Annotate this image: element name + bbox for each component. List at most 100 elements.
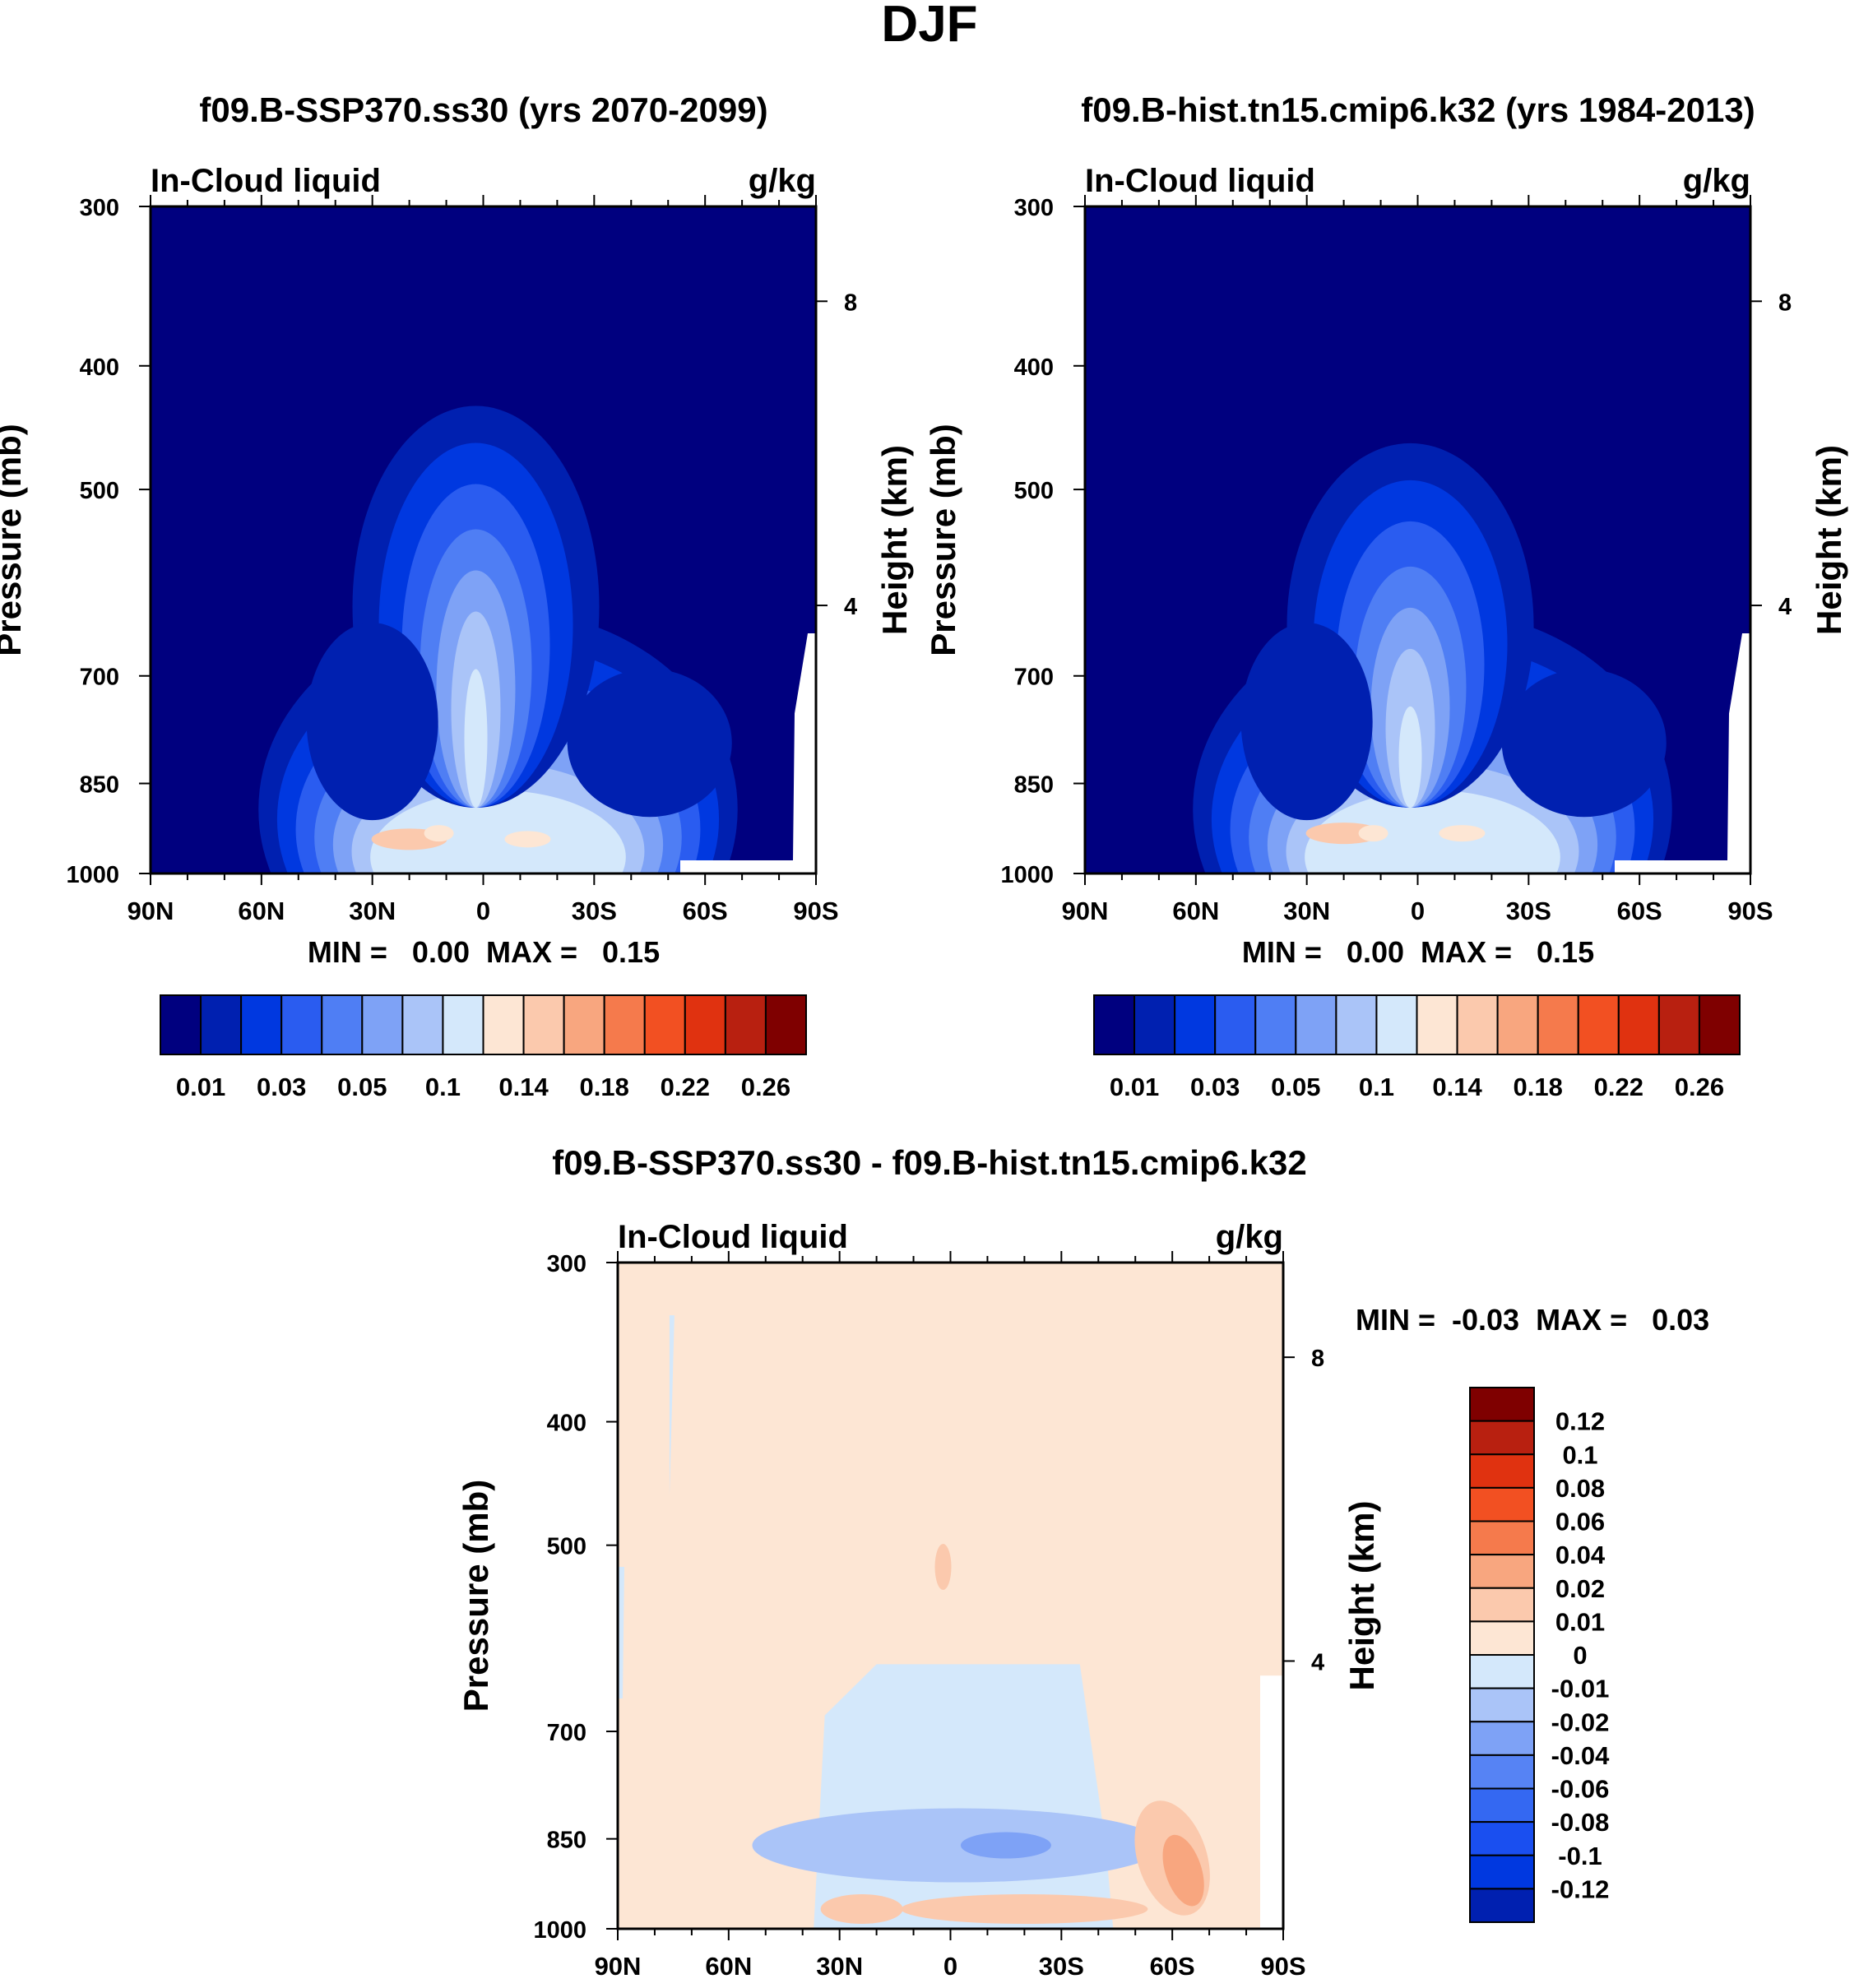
colorbar-box	[643, 994, 686, 1055]
x-tick-label: 60S	[683, 897, 728, 925]
min-max-stats: MIN = -0.03 MAX = 0.03	[1356, 1303, 1709, 1337]
colorbar-label: 0.18	[580, 1073, 629, 1101]
x-tick-label: 60N	[705, 1952, 752, 1981]
x-tick-label: 60S	[1150, 1952, 1195, 1981]
x-tick-label: 90S	[1727, 897, 1773, 925]
colorbar-box	[1617, 994, 1660, 1055]
colorbar-label: 0.14	[498, 1073, 549, 1101]
figure-title: DJF	[881, 0, 977, 53]
colorbar-label: 0.03	[257, 1073, 306, 1101]
colorbar-label: -0.08	[1551, 1808, 1610, 1837]
colorbar-box	[1577, 994, 1620, 1055]
colorbar-box	[1456, 994, 1499, 1055]
colorbar-label: 0.1	[425, 1073, 461, 1101]
colorbar-box	[280, 994, 323, 1055]
colorbar-label: -0.01	[1551, 1675, 1610, 1703]
colorbar-label: 0.02	[1555, 1574, 1605, 1603]
subtropical-bump	[306, 623, 438, 821]
y-axis-label: Pressure (mb)	[457, 1480, 495, 1712]
panel-title: f09.B-SSP370.ss30 - f09.B-hist.tn15.cmip…	[552, 1143, 1306, 1182]
colorbar-box	[1469, 1486, 1535, 1522]
colorbar-box	[1254, 994, 1297, 1055]
low-level-maximum	[504, 831, 551, 848]
right-string: g/kg	[1216, 1219, 1283, 1255]
colorbar-label: -0.1	[1558, 1842, 1602, 1870]
colorbar-box	[1469, 1387, 1535, 1422]
x-tick-label: 30S	[1039, 1952, 1084, 1981]
negative-region-level	[752, 1808, 1164, 1883]
y-tick-label: 1000	[66, 862, 119, 888]
y-tick-label: 850	[80, 772, 119, 799]
x-tick-label: 60N	[1172, 897, 1219, 925]
cloud-band-level	[1305, 790, 1560, 874]
colorbar: 0.01 0.03 0.05 0.1 0.14 0.18 0.22 0.26	[160, 994, 807, 1101]
colorbar-label: -0.04	[1551, 1741, 1610, 1770]
colorbar-box	[1469, 1821, 1535, 1856]
y-axis-label: Pressure (mb)	[924, 424, 962, 656]
colorbar-label: 0.26	[1675, 1073, 1724, 1101]
missing-data-mask	[680, 633, 816, 874]
left-string: In-Cloud liquid	[618, 1219, 848, 1255]
y-right-tick-label: 4	[844, 594, 857, 620]
colorbar-box	[1133, 994, 1176, 1055]
colorbar-box	[1469, 1687, 1535, 1723]
x-tick-label: 0	[1411, 897, 1425, 925]
colorbar-box	[1698, 994, 1741, 1055]
colorbar-label: 0.03	[1190, 1073, 1240, 1101]
colorbar-box	[1375, 994, 1418, 1055]
panel-title: f09.B-SSP370.ss30 (yrs 2070-2099)	[199, 90, 767, 129]
left-string: In-Cloud liquid	[151, 163, 381, 199]
colorbar-box	[1469, 1754, 1535, 1790]
colorbar-box	[1174, 994, 1217, 1055]
low-level-maximum	[1358, 825, 1388, 842]
tropical-plume-level	[1398, 706, 1422, 809]
x-tick-label: 30N	[1283, 897, 1330, 925]
colorbar-box	[1469, 1620, 1535, 1656]
x-tick-label: 60S	[1617, 897, 1662, 925]
right-string: g/kg	[749, 163, 816, 199]
low-level-maximum	[1439, 825, 1486, 842]
colorbar-label: 0.14	[1432, 1073, 1482, 1101]
colorbar-box	[321, 994, 364, 1055]
positive-pocket	[901, 1894, 1148, 1925]
contour-field	[151, 206, 816, 874]
x-tick-label: 30S	[1506, 897, 1551, 925]
x-tick-label: 30S	[572, 897, 617, 925]
colorbar-box	[482, 994, 525, 1055]
colorbar-label: 0.04	[1555, 1541, 1606, 1569]
y-tick-label: 300	[80, 195, 119, 221]
y-tick-label: 1000	[533, 1917, 586, 1944]
chart-panel-1: f09.B-hist.tn15.cmip6.k32 (yrs 1984-2013…	[924, 90, 1848, 1101]
colorbar-box	[1469, 1654, 1535, 1689]
colorbar-box	[160, 994, 202, 1055]
colorbar-box	[1469, 1420, 1535, 1456]
y-right-axis-label: Height (km)	[875, 445, 914, 635]
missing-data-mask	[1615, 633, 1750, 874]
colorbar-label: 0.06	[1555, 1508, 1605, 1536]
colorbar-box	[1093, 994, 1136, 1055]
y-right-tick-label: 4	[1311, 1649, 1324, 1675]
colorbar-box	[1416, 994, 1458, 1055]
negative-streak	[618, 1567, 624, 1699]
colorbar-box	[361, 994, 404, 1055]
x-tick-label: 90N	[127, 897, 174, 925]
colorbar-box	[1657, 994, 1700, 1055]
y-tick-label: 500	[547, 1534, 586, 1560]
colorbar-box	[603, 994, 646, 1055]
colorbar-label: -0.06	[1551, 1775, 1610, 1804]
x-tick-label: 90N	[595, 1952, 642, 1981]
colorbar-label: 0.05	[337, 1073, 387, 1101]
subtropical-bump	[1240, 623, 1373, 821]
colorbar-box	[1469, 1888, 1535, 1923]
y-axis-label: Pressure (mb)	[0, 424, 28, 656]
colorbar-box	[1469, 1554, 1535, 1589]
colorbar-box	[1214, 994, 1257, 1055]
y-tick-label: 400	[547, 1411, 586, 1437]
colorbar-box	[200, 994, 243, 1055]
colorbar-label: 0.01	[1555, 1607, 1605, 1636]
positive-core	[1162, 1834, 1204, 1907]
y-right-axis-label: Height (km)	[1342, 1501, 1381, 1691]
colorbar-label: 0.22	[661, 1073, 710, 1101]
colorbar-label: 0.01	[1110, 1073, 1159, 1101]
y-tick-label: 400	[80, 355, 119, 381]
